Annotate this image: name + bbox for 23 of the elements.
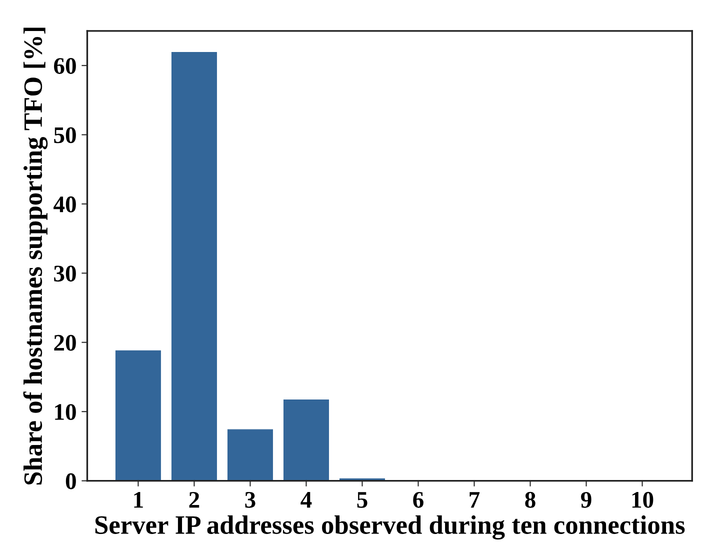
x-tick-label: 2 — [189, 492, 200, 508]
y-tick-label: 50 — [54, 127, 76, 144]
x-tick-label: 1 — [134, 492, 143, 508]
y-tick-label: 10 — [55, 404, 76, 420]
y-tick-label: 30 — [54, 266, 76, 282]
y-tick-label: 40 — [54, 196, 76, 212]
y-tick-label: 20 — [54, 334, 76, 351]
y-tick-label: 60 — [54, 58, 76, 74]
bar — [171, 52, 217, 481]
x-tick-label: 9 — [581, 492, 592, 508]
y-axis-title: Share of hostnames supporting TFO [%] — [23, 28, 48, 485]
bar — [227, 429, 273, 481]
x-tick-label: 4 — [300, 492, 312, 508]
x-tick-label: 10 — [632, 492, 654, 508]
x-tick-label: 6 — [413, 492, 424, 508]
x-tick-label: 7 — [470, 492, 480, 508]
x-tick-label: 5 — [357, 492, 368, 508]
x-tick-label: 8 — [525, 492, 536, 508]
bar — [115, 350, 161, 481]
y-tick-label: 0 — [66, 473, 76, 490]
x-axis-title: Server IP addresses observed during ten connections — [95, 515, 685, 540]
bar — [283, 399, 329, 481]
x-tick-label: 3 — [245, 492, 256, 508]
